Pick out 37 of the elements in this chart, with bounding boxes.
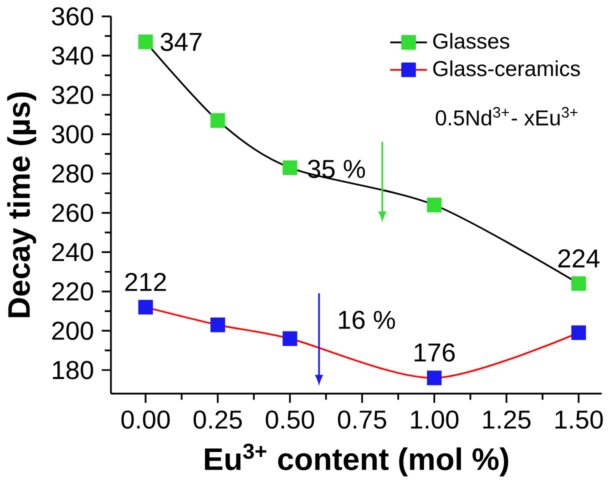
- data-label: 224: [558, 250, 600, 268]
- point: [138, 34, 153, 50]
- x-axis-title: Eu$^{3+}$ content (mol %): [204, 444, 508, 477]
- y-tick-label: 340: [52, 46, 94, 66]
- y-tick-label: 200: [52, 322, 94, 340]
- x-tick-label: 0.50: [266, 410, 314, 429]
- point: [571, 326, 586, 340]
- point: [210, 318, 226, 332]
- x-tick-label: 1.50: [555, 410, 603, 429]
- y-tick-label: 220: [52, 282, 94, 301]
- point: [426, 198, 442, 213]
- data-label: 176: [414, 344, 455, 362]
- data-label: 212: [125, 273, 166, 292]
- x-tick-label: 1.00: [411, 410, 458, 429]
- point: [210, 113, 226, 128]
- x-tick-label: 0.75: [338, 410, 386, 429]
- x-tick-label: 1.25: [483, 410, 531, 429]
- point: [571, 276, 586, 292]
- y-tick-label: 260: [52, 204, 94, 222]
- point: [282, 160, 298, 176]
- annotation: 16 %: [338, 310, 395, 330]
- y-tick-label: 360: [52, 7, 94, 26]
- y-tick-label: 240: [52, 243, 94, 262]
- point: [426, 370, 442, 386]
- point: [138, 300, 153, 315]
- point: [282, 332, 298, 346]
- legend-title: 0.5Nd$^{3+}$- xEu$^{3+}$: [436, 107, 578, 126]
- y-axis-title: Decay time (µs): [7, 92, 36, 318]
- legend-label: Glasses: [433, 33, 510, 50]
- x-tick-label: 0.00: [121, 410, 170, 429]
- y-tick-label: 280: [52, 164, 94, 183]
- data-label: 347: [160, 32, 202, 52]
- y-tick-label: 180: [52, 361, 94, 380]
- y-tick-label: 320: [52, 86, 94, 104]
- x-tick-label: 0.25: [194, 410, 242, 429]
- y-tick-label: 300: [52, 125, 94, 144]
- legend-label: Glass-ceramics: [433, 60, 580, 76]
